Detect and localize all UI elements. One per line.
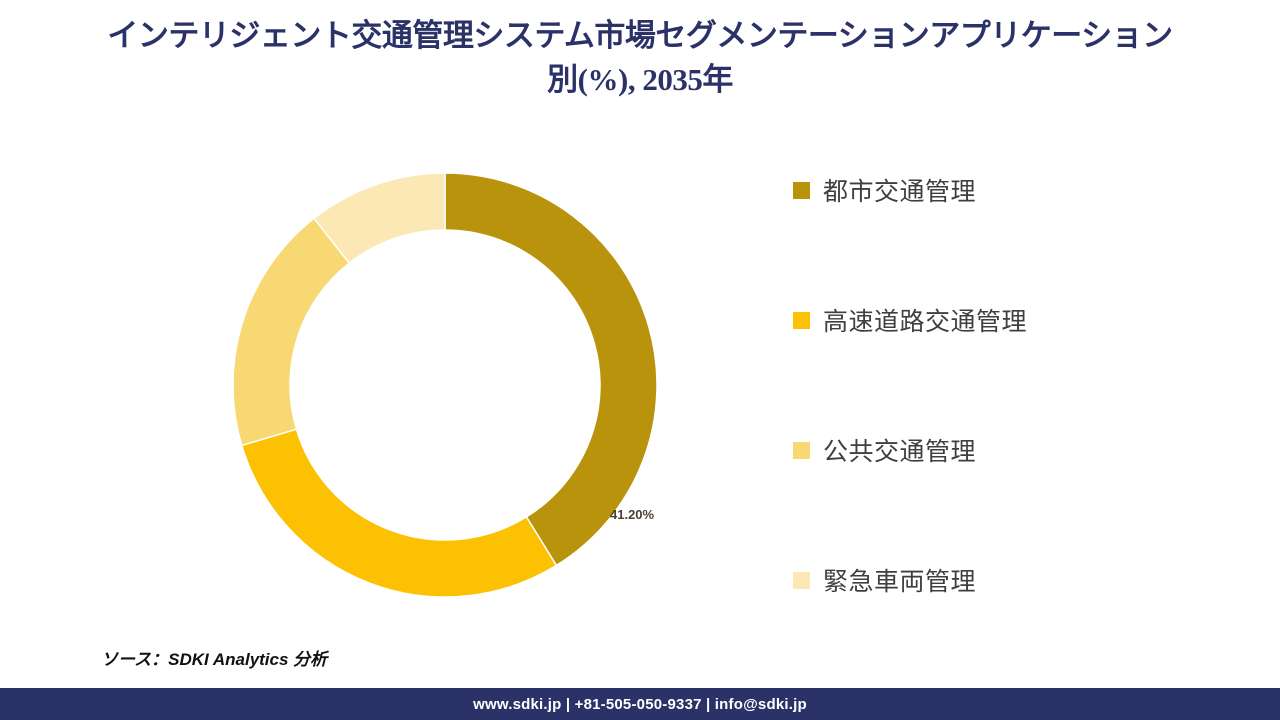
legend-item-label: 高速道路交通管理 xyxy=(823,308,1028,336)
legend-swatch-icon xyxy=(793,571,810,589)
legend-swatch-icon xyxy=(793,311,810,329)
legend-item-emergency-vehicle-management[interactable]: 緊急車両管理 xyxy=(793,560,1213,600)
legend-item-label: 公共交通管理 xyxy=(823,438,977,466)
legend-item-highway-traffic-management[interactable]: 高速道路交通管理 xyxy=(793,300,1213,340)
donut-slice[interactable] xyxy=(240,428,558,598)
donut-chart-svg xyxy=(232,172,658,598)
footer-contact-text: www.sdki.jp | +81-505-050-9337 | info@sd… xyxy=(473,695,807,713)
footer-bar: www.sdki.jp | +81-505-050-9337 | info@sd… xyxy=(0,688,1280,720)
slice-data-label: 41.20% xyxy=(610,507,655,522)
source-note: ソース：SDKI Analytics 分析 xyxy=(101,650,328,669)
chart-legend: 都市交通管理 高速道路交通管理 公共交通管理 緊急車両管理 xyxy=(793,170,1213,600)
donut-chart: 41.20% xyxy=(232,172,658,598)
legend-swatch-icon xyxy=(793,181,810,199)
legend-swatch-icon xyxy=(793,441,810,459)
legend-item-label: 都市交通管理 xyxy=(823,178,977,206)
donut-slice[interactable] xyxy=(312,172,446,265)
donut-slice[interactable] xyxy=(444,172,658,567)
legend-item-label: 緊急車両管理 xyxy=(823,568,977,596)
legend-item-urban-traffic-management[interactable]: 都市交通管理 xyxy=(793,170,1213,210)
donut-slice[interactable] xyxy=(232,217,351,447)
donut-slice-group xyxy=(232,172,658,598)
legend-item-public-transport-management[interactable]: 公共交通管理 xyxy=(793,430,1213,470)
page-title: インテリジェント交通管理システム市場セグメンテーションアプリケーション 別(%)… xyxy=(107,18,1173,97)
